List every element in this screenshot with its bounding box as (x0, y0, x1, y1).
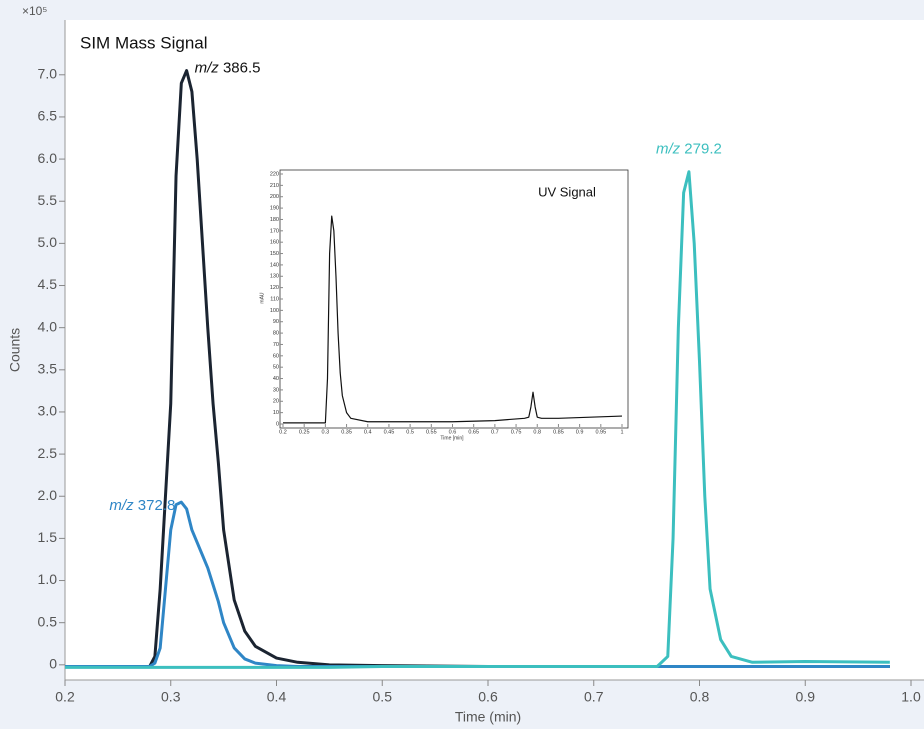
y-tick-label: 50 (273, 365, 279, 371)
y-tick-label: 5.5 (38, 192, 58, 208)
inset-title: UV Signal (538, 184, 596, 199)
x-axis-label: Time (min) (455, 709, 521, 725)
y-tick-label: 0.5 (38, 613, 58, 629)
y-tick-label: 200 (270, 194, 279, 200)
x-tick-label: 0.7 (491, 429, 499, 435)
x-tick-label: 0.5 (406, 429, 414, 435)
x-tick-label: 0.8 (533, 429, 541, 435)
y-tick-label: 2.5 (38, 445, 58, 461)
y-axis-label: Counts (7, 328, 23, 372)
y-tick-label: 220 (270, 171, 279, 177)
x-tick-label: 0.7 (584, 689, 604, 705)
chart-title: SIM Mass Signal (80, 33, 208, 52)
inset-y-label: mAU (259, 292, 265, 304)
y-tick-label: 130 (270, 274, 279, 280)
y-tick-label: 90 (273, 319, 279, 325)
y-tick-label: 6.5 (38, 108, 58, 124)
y-tick-label: 30 (273, 387, 279, 393)
x-tick-label: 0.6 (478, 689, 498, 705)
y-tick-label: 0 (49, 656, 57, 672)
series-label: m/z 279.2 (656, 141, 722, 158)
y-tick-label: 120 (270, 285, 279, 291)
series-line (65, 170, 890, 669)
x-tick-label: 0.4 (267, 689, 287, 705)
y-tick-label: 20 (273, 399, 279, 405)
series-label: m/z 372.8 (109, 497, 175, 514)
x-tick-label: 0.4 (364, 429, 372, 435)
x-tick-label: 1 (620, 429, 623, 435)
y-tick-label: 100 (270, 308, 279, 314)
x-tick-label: 0.35 (341, 429, 352, 435)
x-tick-label: 0.75 (511, 429, 522, 435)
y-tick-label: 0 (276, 421, 279, 427)
y-tick-label: 10 (273, 410, 279, 416)
y-tick-label: 5.0 (38, 234, 58, 250)
x-tick-label: 0.65 (468, 429, 479, 435)
x-tick-label: 0.2 (55, 689, 75, 705)
x-tick-label: 1.0 (901, 689, 921, 705)
series-line (283, 215, 623, 424)
multiplier: ×10⁵ (22, 4, 47, 18)
y-tick-label: 140 (270, 262, 279, 268)
x-tick-label: 0.8 (690, 689, 710, 705)
x-tick-label: 0.5 (373, 689, 393, 705)
y-tick-label: 4.0 (38, 318, 58, 334)
y-tick-label: 70 (273, 342, 279, 348)
y-tick-label: 210 (270, 183, 279, 189)
y-tick-label: 40 (273, 376, 279, 382)
y-tick-label: 170 (270, 228, 279, 234)
x-tick-label: 0.95 (595, 429, 606, 435)
y-tick-label: 2.0 (38, 487, 58, 503)
y-tick-label: 3.0 (38, 403, 58, 419)
x-tick-label: 0.25 (299, 429, 310, 435)
series-label: m/z 386.5 (195, 60, 261, 77)
x-tick-label: 0.9 (576, 429, 584, 435)
y-tick-label: 1.5 (38, 529, 58, 545)
y-tick-label: 110 (270, 296, 279, 302)
y-tick-label: 7.0 (38, 65, 58, 81)
y-tick-label: 180 (270, 217, 279, 223)
x-tick-label: 0.9 (796, 689, 816, 705)
x-tick-label: 0.2 (279, 429, 287, 435)
y-tick-label: 160 (270, 240, 279, 246)
y-tick-label: 4.5 (38, 276, 58, 292)
y-tick-label: 6.0 (38, 150, 58, 166)
y-tick-label: 1.0 (38, 571, 58, 587)
y-tick-label: 150 (270, 251, 279, 257)
x-tick-label: 0.3 (322, 429, 330, 435)
x-tick-label: 0.3 (161, 689, 181, 705)
y-tick-label: 3.5 (38, 361, 58, 377)
y-tick-label: 190 (270, 206, 279, 212)
y-tick-label: 80 (273, 331, 279, 337)
x-tick-label: 0.6 (449, 429, 457, 435)
inset-x-label: Time [min] (440, 435, 464, 441)
y-tick-label: 60 (273, 353, 279, 359)
inset-frame (279, 169, 629, 429)
x-tick-label: 0.45 (384, 429, 395, 435)
x-tick-label: 0.85 (553, 429, 564, 435)
x-tick-label: 0.55 (426, 429, 437, 435)
